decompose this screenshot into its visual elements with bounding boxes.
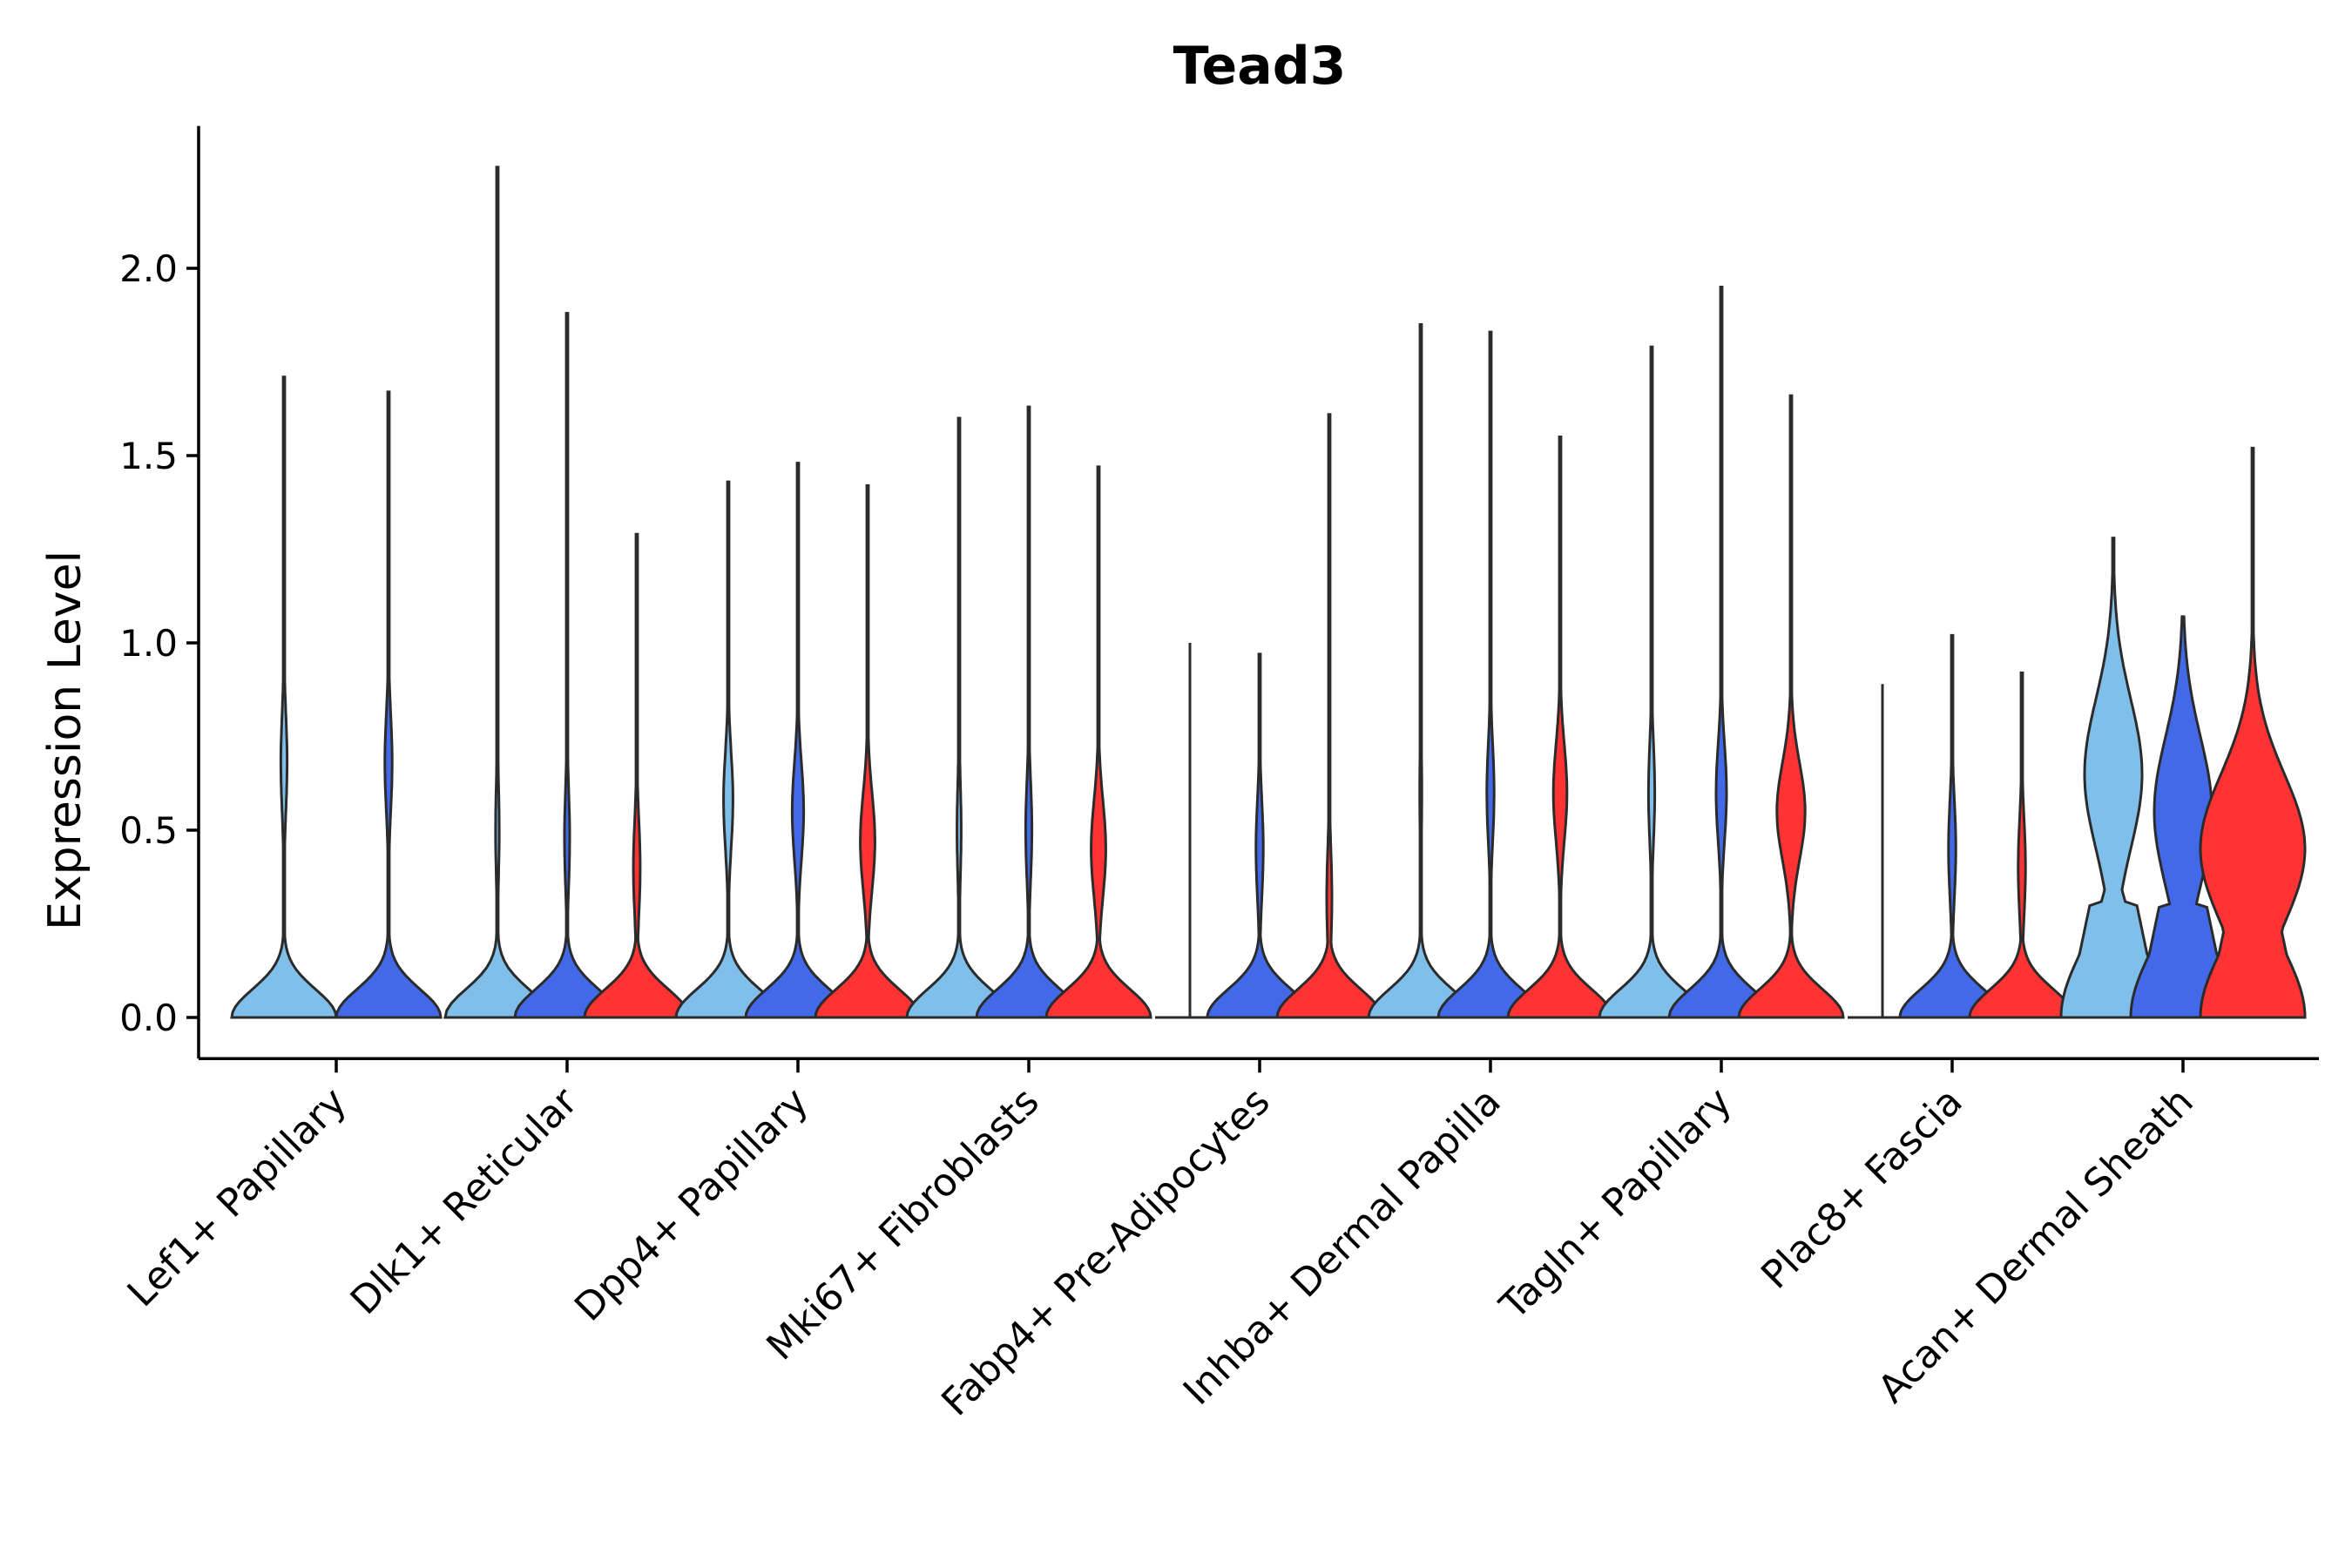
violin-mark [1436, 330, 1544, 1019]
y-axis-label: Expression Level [39, 551, 91, 930]
violin-mark [1598, 345, 1706, 1019]
y-tick-label: 1.0 [119, 622, 178, 665]
violin-mark [1044, 465, 1152, 1019]
violin-mark [814, 483, 922, 1019]
x-tick-label: Lef1+ Papillary [119, 1079, 355, 1315]
y-tick-label: 1.5 [119, 435, 178, 477]
chart-title: Tead3 [1173, 36, 1347, 97]
violin-mark [1506, 436, 1614, 1019]
violin-mark [975, 405, 1083, 1019]
violin-mark [1206, 652, 1314, 1019]
violin-layer [230, 166, 2307, 1019]
violin-mark [335, 390, 443, 1019]
violin-mark [583, 532, 691, 1019]
violin-mark [905, 416, 1013, 1019]
violin-mark [2059, 537, 2167, 1019]
x-tick-label: Dlk1+ Reticular [342, 1078, 587, 1323]
violin-mark [1275, 413, 1383, 1019]
violin-mark [744, 462, 852, 1019]
y-tick-label: 0.0 [119, 997, 178, 1039]
violin-mark [443, 166, 551, 1019]
violin-mark [2129, 615, 2237, 1019]
y-tick-label: 2.0 [119, 247, 178, 290]
x-tick-label: Tagln+ Papillary [1491, 1079, 1740, 1328]
violin-mark [1367, 323, 1475, 1019]
violin-mark [1968, 671, 2076, 1019]
y-tick-label: 0.5 [119, 809, 178, 852]
violin-mark [513, 312, 621, 1019]
violin-mark [1737, 394, 1845, 1019]
y-ticks: 0.0 0.5 1.0 1.5 2.0 [119, 247, 199, 1039]
x-tick-label: Plac8+ Fascia [1753, 1079, 1971, 1298]
violin-mark [1898, 633, 2006, 1019]
violin-mark [1667, 286, 1775, 1019]
violin-mark [2199, 446, 2307, 1019]
x-tick-label: Dpp4+ Papillary [566, 1079, 817, 1330]
violin-mark [230, 375, 338, 1019]
violin-mark [674, 480, 782, 1019]
